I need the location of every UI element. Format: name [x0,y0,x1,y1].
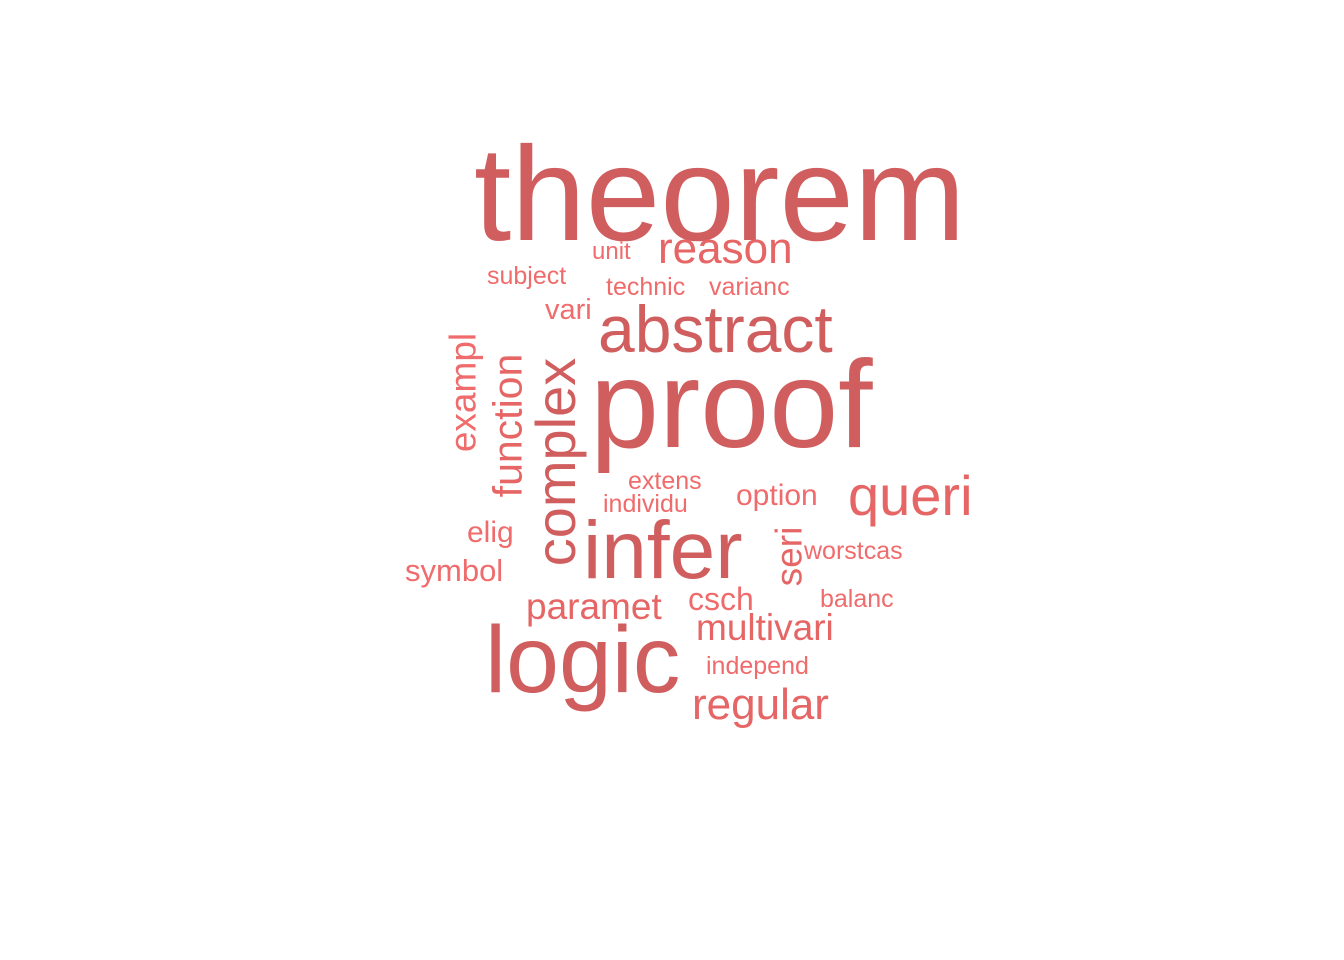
word-multivari: multivari [696,607,834,648]
word-extens: extens [628,467,702,495]
word-function: function [484,353,531,498]
word-subject: subject [487,262,567,290]
word-csch: csch [688,581,754,617]
word-option: option [736,479,818,512]
word-exampl: exampl [442,332,484,453]
word-elig: elig [467,516,514,549]
word-paramet: paramet [526,586,662,627]
word-regular: regular [692,680,829,729]
word-vari: vari [545,294,592,326]
word-complex: complex [524,357,587,567]
word-unit: unit [592,238,631,265]
word-theorem: theorem [474,120,966,269]
word-balanc: balanc [820,585,894,613]
word-seri: seri [768,526,810,587]
word-proof: proof [590,336,873,474]
word-queri: queri [848,464,973,527]
word-logic: logic [485,607,681,713]
word-symbol: symbol [405,553,504,588]
word-varianc: varianc [709,273,790,301]
word-infer: infer [583,505,743,596]
word-reason: reason [658,224,793,273]
word-independ: independ [706,652,809,680]
word-worstcas: worstcas [804,537,903,565]
word-individu: individu [603,490,688,518]
word-technic: technic [606,273,686,301]
word-abstract: abstract [598,292,833,366]
